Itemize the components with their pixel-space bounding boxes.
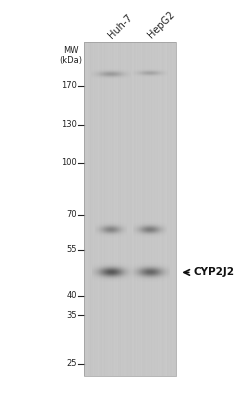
Text: 35: 35 [66, 311, 77, 320]
Text: Huh-7: Huh-7 [106, 12, 134, 40]
Text: 70: 70 [66, 210, 77, 219]
Text: 40: 40 [66, 291, 77, 300]
Text: 55: 55 [66, 245, 77, 254]
Text: 100: 100 [61, 158, 77, 168]
Text: HepG2: HepG2 [145, 9, 176, 40]
Text: CYP2J2: CYP2J2 [193, 268, 234, 278]
Text: 25: 25 [66, 360, 77, 368]
Text: 170: 170 [61, 82, 77, 90]
Bar [84, 42, 176, 376]
Text: MW
(kDa): MW (kDa) [59, 46, 82, 65]
Text: 130: 130 [61, 120, 77, 129]
